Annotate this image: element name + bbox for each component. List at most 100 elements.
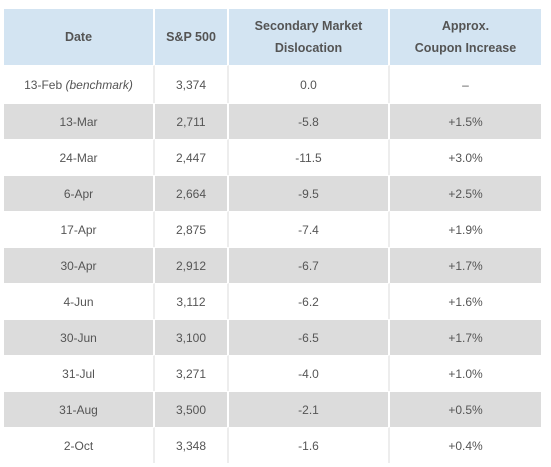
cell-date: 24-Mar: [4, 139, 155, 175]
cell-coupon: –: [390, 65, 541, 103]
cell-dislocation: -6.2: [229, 283, 390, 319]
table-row: 30-Jun 3,100 -6.5 +1.7%: [4, 319, 541, 355]
sp500-value: 2,875: [175, 222, 207, 237]
dislocation-value: -6.7: [298, 258, 319, 273]
dislocation-value: -7.4: [298, 222, 319, 237]
cell-dislocation: -5.8: [229, 103, 390, 139]
header-coupon-line2: Coupon Increase: [414, 41, 517, 55]
cell-dislocation: -6.7: [229, 247, 390, 283]
sp500-value: 3,500: [175, 402, 207, 417]
cell-sp500: 3,271: [155, 355, 229, 391]
cell-dislocation: -1.6: [229, 427, 390, 463]
cell-sp500: 2,664: [155, 175, 229, 211]
cell-coupon: +1.5%: [390, 103, 541, 139]
coupon-value: +0.4%: [448, 438, 483, 453]
cell-date: 31-Jul: [4, 355, 155, 391]
cell-date: 4-Jun: [4, 283, 155, 319]
sp500-value: 3,271: [175, 366, 207, 381]
cell-date: 30-Apr: [4, 247, 155, 283]
sp500-value: 3,374: [175, 77, 207, 92]
header-date-label: Date: [64, 30, 93, 44]
header-coupon: Approx. Coupon Increase: [390, 9, 541, 65]
cell-dislocation: -7.4: [229, 211, 390, 247]
dislocation-value: -4.0: [298, 366, 319, 381]
coupon-value: +3.0%: [448, 150, 483, 165]
date-value: 30-Jun: [60, 330, 97, 345]
sp500-value: 2,912: [175, 258, 207, 273]
dislocation-value: 0.0: [300, 77, 317, 92]
cell-date: 31-Aug: [4, 391, 155, 427]
cell-coupon: +0.4%: [390, 427, 541, 463]
date-value: 4-Jun: [63, 294, 94, 309]
cell-sp500: 2,912: [155, 247, 229, 283]
header-dislocation-line2: Dislocation: [274, 41, 343, 55]
table-row: 17-Apr 2,875 -7.4 +1.9%: [4, 211, 541, 247]
cell-dislocation: -6.5: [229, 319, 390, 355]
sp500-value: 2,664: [175, 186, 207, 201]
table-header: Date S&P 500 Secondary Market Dislocatio…: [4, 9, 541, 65]
table-row: 6-Apr 2,664 -9.5 +2.5%: [4, 175, 541, 211]
cell-sp500: 3,348: [155, 427, 229, 463]
dislocation-value: -1.6: [298, 438, 319, 453]
coupon-value: +1.7%: [448, 258, 483, 273]
coupon-value: +0.5%: [448, 402, 483, 417]
sp500-value: 2,447: [175, 150, 207, 165]
cell-sp500: 3,374: [155, 65, 229, 103]
coupon-value: +1.9%: [448, 222, 483, 237]
dislocation-value: -6.2: [298, 294, 319, 309]
data-table-container: Date S&P 500 Secondary Market Dislocatio…: [4, 9, 541, 463]
cell-sp500: 2,875: [155, 211, 229, 247]
header-row: Date S&P 500 Secondary Market Dislocatio…: [4, 9, 541, 65]
header-coupon-line1: Approx.: [441, 19, 490, 33]
sp500-value: 3,100: [175, 330, 207, 345]
coupon-value: –: [462, 77, 469, 92]
cell-dislocation: 0.0: [229, 65, 390, 103]
cell-date: 17-Apr: [4, 211, 155, 247]
coupon-value: +1.5%: [448, 114, 483, 129]
date-value: 17-Apr: [60, 222, 97, 237]
dislocation-value: -2.1: [298, 402, 319, 417]
cell-date: 13-Feb (benchmark): [4, 65, 155, 103]
header-sp500-label: S&P 500: [166, 30, 216, 44]
cell-coupon: +1.0%: [390, 355, 541, 391]
market-dislocation-table: Date S&P 500 Secondary Market Dislocatio…: [4, 9, 541, 463]
sp500-value: 3,112: [176, 294, 206, 309]
date-value: 30-Apr: [60, 258, 97, 273]
table-row: 31-Jul 3,271 -4.0 +1.0%: [4, 355, 541, 391]
coupon-value: +1.6%: [448, 294, 483, 309]
header-dislocation-line1: Secondary Market: [254, 19, 363, 33]
coupon-value: +2.5%: [448, 186, 483, 201]
cell-date: 2-Oct: [4, 427, 155, 463]
table-row: 30-Apr 2,912 -6.7 +1.7%: [4, 247, 541, 283]
table-row: 4-Jun 3,112 -6.2 +1.6%: [4, 283, 541, 319]
table-row: 24-Mar 2,447 -11.5 +3.0%: [4, 139, 541, 175]
cell-sp500: 3,112: [155, 283, 229, 319]
date-value: 31-Aug: [59, 402, 98, 417]
cell-dislocation: -4.0: [229, 355, 390, 391]
header-dislocation: Secondary Market Dislocation: [229, 9, 390, 65]
dislocation-value: -5.8: [298, 114, 319, 129]
date-value: 6-Apr: [63, 186, 94, 201]
dislocation-value: -11.5: [295, 150, 322, 165]
cell-coupon: +1.6%: [390, 283, 541, 319]
cell-dislocation: -2.1: [229, 391, 390, 427]
cell-date: 30-Jun: [4, 319, 155, 355]
dislocation-value: -6.5: [298, 330, 319, 345]
cell-sp500: 2,711: [155, 103, 229, 139]
cell-date: 13-Mar: [4, 103, 155, 139]
table-body: 13-Feb (benchmark) 3,374 0.0 – 13-Mar 2,…: [4, 65, 541, 463]
cell-coupon: +1.9%: [390, 211, 541, 247]
table-row: 13-Feb (benchmark) 3,374 0.0 –: [4, 65, 541, 103]
date-value: 31-Jul: [62, 366, 95, 381]
cell-coupon: +2.5%: [390, 175, 541, 211]
sp500-value: 3,348: [175, 438, 207, 453]
date-value: 13-Feb: [24, 77, 63, 92]
cell-date: 6-Apr: [4, 175, 155, 211]
dislocation-value: -9.5: [298, 186, 319, 201]
cell-dislocation: -9.5: [229, 175, 390, 211]
cell-sp500: 3,100: [155, 319, 229, 355]
table-row: 13-Mar 2,711 -5.8 +1.5%: [4, 103, 541, 139]
date-value: 13-Mar: [59, 114, 98, 129]
header-date: Date: [4, 9, 155, 65]
cell-coupon: +1.7%: [390, 319, 541, 355]
